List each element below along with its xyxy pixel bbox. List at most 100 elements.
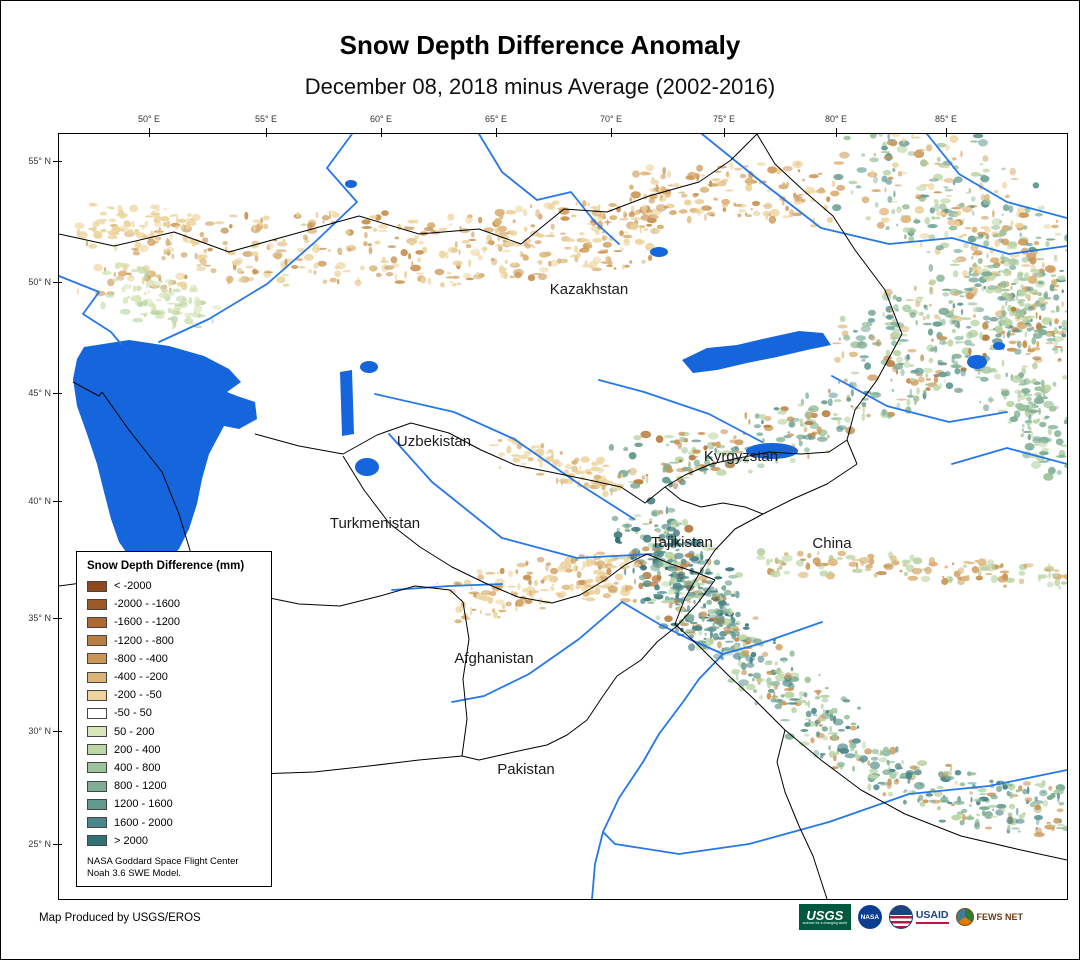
river (388, 433, 653, 559)
legend-row: 1200 - 1600 (87, 795, 265, 813)
country-border (72, 381, 103, 397)
country-border (342, 455, 648, 604)
legend-label: 800 - 1200 (114, 780, 167, 793)
lake-balkhash (682, 331, 831, 373)
aral-sea-west (340, 370, 354, 436)
usgs-logo-tagline: science for a changing world (802, 920, 847, 925)
legend-swatch (87, 635, 107, 647)
legend-row: 400 - 800 (87, 759, 265, 777)
usgs-logo-text: USGS (806, 907, 844, 923)
country-border (776, 729, 828, 899)
legend-swatch (87, 798, 107, 810)
legend-row: -50 - 50 (87, 704, 265, 722)
country-label: Afghanistan (454, 650, 533, 667)
country-border (646, 553, 716, 581)
legend-swatch (87, 689, 107, 701)
latitude-label: 40° N (28, 496, 51, 506)
river (478, 134, 620, 245)
lake-sarygamysh (355, 458, 379, 476)
legend-label: > 2000 (114, 834, 148, 847)
latitude-tick (53, 393, 62, 394)
legend-label: 1200 - 1600 (114, 798, 173, 811)
latitude-label: 35° N (28, 613, 51, 623)
river (391, 583, 503, 591)
country-border (674, 623, 1067, 861)
fewsnet-globe-icon (955, 908, 974, 926)
river (951, 447, 1067, 465)
longitude-label: 65° E (484, 114, 508, 124)
legend-label: -400 - -200 (114, 671, 168, 684)
river (591, 621, 823, 899)
legend: Snow Depth Difference (mm) < -2000 -2000 … (76, 551, 272, 887)
usgs-logo: USGS science for a changing world (798, 904, 851, 930)
country-label: Pakistan (497, 761, 555, 778)
river (621, 601, 724, 655)
legend-title: Snow Depth Difference (mm) (87, 560, 245, 572)
caspian-sea (73, 340, 257, 567)
longitude-tick (836, 128, 837, 137)
longitude-label: 85° E (934, 114, 958, 124)
country-label: China (812, 535, 852, 552)
legend-row: -200 - -50 (87, 686, 265, 704)
legend-label: < -2000 (114, 580, 152, 593)
rivers-layer (59, 134, 1067, 899)
legend-label: 1600 - 2000 (114, 816, 173, 829)
latitude-tick (53, 282, 62, 283)
country-label: Uzbekistan (397, 433, 471, 450)
longitude-tick (611, 128, 612, 137)
country-label: Turkmenistan (330, 515, 420, 532)
legend-label: -2000 - -1600 (114, 598, 181, 611)
legend-label: -800 - -400 (114, 652, 168, 665)
lakes-layer (73, 180, 1005, 567)
latitude-tick (53, 731, 62, 732)
river (831, 375, 1008, 423)
river (158, 134, 358, 343)
fewsnet-logo-text: FEWS NET (976, 912, 1024, 922)
legend-row: > 2000 (87, 832, 265, 850)
country-label: Kyrgyzstan (704, 448, 778, 465)
legend-row: 50 - 200 (87, 723, 265, 741)
longitude-tick (266, 128, 267, 137)
latitude-tick (53, 844, 62, 845)
latitude-tick (53, 501, 62, 502)
longitude-label: 60° E (369, 114, 393, 124)
legend-row: 200 - 400 (87, 741, 265, 759)
latitude-tick (53, 161, 62, 162)
legend-swatch (87, 616, 107, 628)
river (374, 393, 635, 520)
longitude-tick (496, 128, 497, 137)
river (701, 134, 1067, 255)
usaid-logo: USAID (888, 905, 949, 929)
legend-label: 200 - 400 (114, 743, 161, 756)
longitude-label: 70° E (599, 114, 623, 124)
country-border (256, 601, 470, 775)
legend-note-line2: Noah 3.6 SWE Model. (87, 868, 181, 880)
river (598, 379, 763, 443)
legend-swatch (87, 671, 107, 683)
legend-row: < -2000 (87, 577, 265, 595)
legend-note: NASA Goddard Space Flight Center Noah 3.… (87, 856, 265, 881)
legend-row: -2000 - -1600 (87, 595, 265, 613)
legend-swatch (87, 726, 107, 738)
legend-row: -1200 - -800 (87, 632, 265, 650)
legend-swatch (87, 817, 107, 829)
longitude-label: 80° E (824, 114, 848, 124)
river (59, 275, 122, 345)
legend-note-line1: NASA Goddard Space Flight Center (87, 855, 239, 867)
country-border (254, 422, 848, 504)
country-labels-layer: Kazakhstan Uzbekistan Turkmenistan Kyrgyzst… (330, 281, 852, 778)
river (926, 134, 1067, 219)
fewsnet-logo: FEWS NET (955, 908, 1024, 926)
river (451, 601, 623, 703)
legend-row: -400 - -200 (87, 668, 265, 686)
latitude-label: 50° N (28, 277, 51, 287)
map-title: Snow Depth Difference Anomaly (339, 30, 741, 60)
legend-label: -1200 - -800 (114, 634, 174, 647)
credit-text: Map Produced by USGS/EROS (39, 912, 201, 924)
legend-row: -800 - -400 (87, 650, 265, 668)
legend-rows: < -2000 -2000 - -1600 -1600 - -1200 -1200 -… (87, 577, 265, 850)
river (602, 769, 1067, 855)
longitude-tick (381, 128, 382, 137)
lake-sasykkol (993, 342, 1005, 350)
